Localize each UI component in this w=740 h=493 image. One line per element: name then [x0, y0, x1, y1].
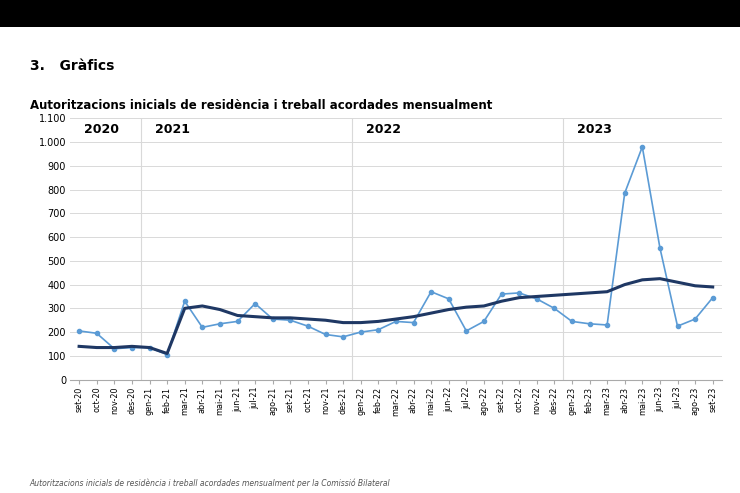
Text: 2021: 2021 [155, 123, 189, 136]
Text: Autoritzacions inicials de residència i treball acordades mensualment: Autoritzacions inicials de residència i … [30, 99, 492, 111]
Text: 2022: 2022 [366, 123, 401, 136]
Text: 2020: 2020 [84, 123, 119, 136]
Text: Autoritzacions inicials de residència i treball acordades mensualment per la Com: Autoritzacions inicials de residència i … [30, 479, 390, 488]
Text: 2023: 2023 [577, 123, 612, 136]
Text: 3.   Gràfics: 3. Gràfics [30, 59, 114, 73]
